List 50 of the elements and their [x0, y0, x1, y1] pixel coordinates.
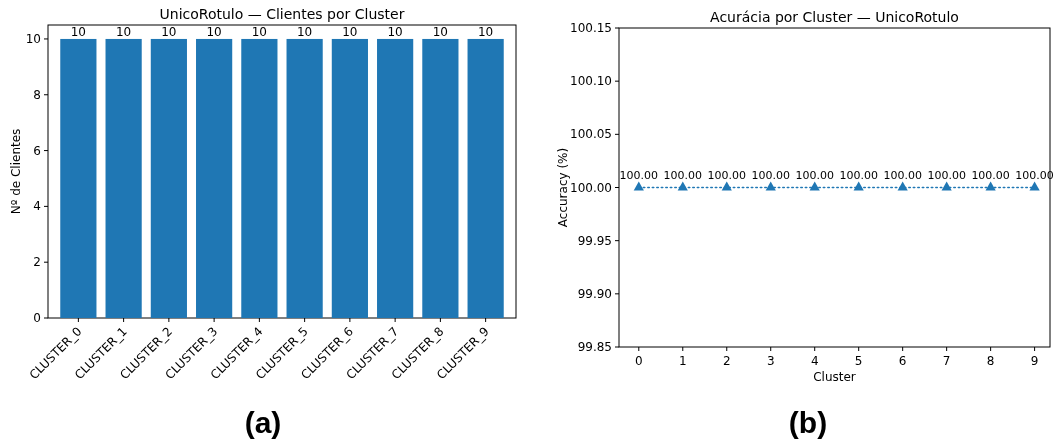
- data-label: 100.00: [707, 168, 746, 182]
- y-tick-label: 99.90: [577, 286, 612, 301]
- data-label: 100.00: [927, 168, 966, 182]
- x-tick-label: 6: [898, 354, 907, 368]
- data-label: 10: [206, 24, 222, 39]
- y-tick-label: 10: [25, 31, 41, 46]
- text: (b): [788, 406, 828, 439]
- data-label: 10: [296, 24, 313, 39]
- data-label: 10: [432, 24, 449, 39]
- x-tick-label: 0: [634, 354, 643, 368]
- x-tick-label: 9: [1030, 354, 1039, 368]
- data-label: 10: [342, 24, 358, 39]
- y-tick-label: 99.85: [577, 340, 612, 354]
- data-label: 100.00: [1015, 168, 1054, 182]
- y-tick-label: 99.95: [577, 233, 612, 248]
- chart-title: UnicoRotulo — Clientes por Cluster: [159, 6, 405, 22]
- data-label: 100.00: [839, 168, 878, 182]
- data-label: 100.00: [751, 168, 790, 182]
- y-tick-label: 100.15: [570, 21, 612, 35]
- y-axis-title: Nº de Clientes: [9, 128, 23, 215]
- data-label: 10: [161, 24, 177, 39]
- y-tick-label: 6: [33, 143, 41, 158]
- y-tick-label: 100.05: [570, 127, 612, 142]
- data-label: 100.00: [663, 168, 703, 182]
- data-label: 10: [115, 24, 132, 39]
- y-tick-label: 0: [33, 311, 41, 325]
- data-label: 10: [478, 24, 494, 39]
- data-label: 100.00: [619, 168, 659, 182]
- y-tick-label: 100.10: [570, 74, 612, 89]
- y-axis-title: Accuracy (%): [556, 147, 570, 228]
- chart-title: Acurácia por Cluster — UnicoRotulo: [710, 9, 959, 25]
- x-tick-label: 1: [678, 354, 687, 368]
- x-tick-label: 5: [854, 354, 863, 368]
- y-tick-label: 100.00: [570, 180, 612, 195]
- text: (a): [244, 406, 282, 439]
- data-label: 100.00: [883, 168, 922, 182]
- data-label: 100.00: [795, 168, 834, 182]
- x-tick-label: 8: [986, 354, 995, 368]
- x-tick-label: 2: [722, 354, 731, 368]
- x-tick-label: 7: [942, 354, 951, 368]
- y-tick-label: 2: [33, 255, 41, 270]
- x-tick-label: 4: [810, 354, 819, 368]
- x-tick-label: 3: [766, 354, 775, 368]
- data-label: 10: [70, 24, 86, 39]
- data-label: 10: [387, 24, 403, 39]
- y-tick-label: 8: [33, 87, 41, 102]
- data-label: 10: [251, 24, 268, 39]
- data-label: 100.00: [971, 168, 1010, 182]
- x-axis-title: Cluster: [813, 370, 856, 384]
- y-tick-label: 4: [33, 199, 41, 214]
